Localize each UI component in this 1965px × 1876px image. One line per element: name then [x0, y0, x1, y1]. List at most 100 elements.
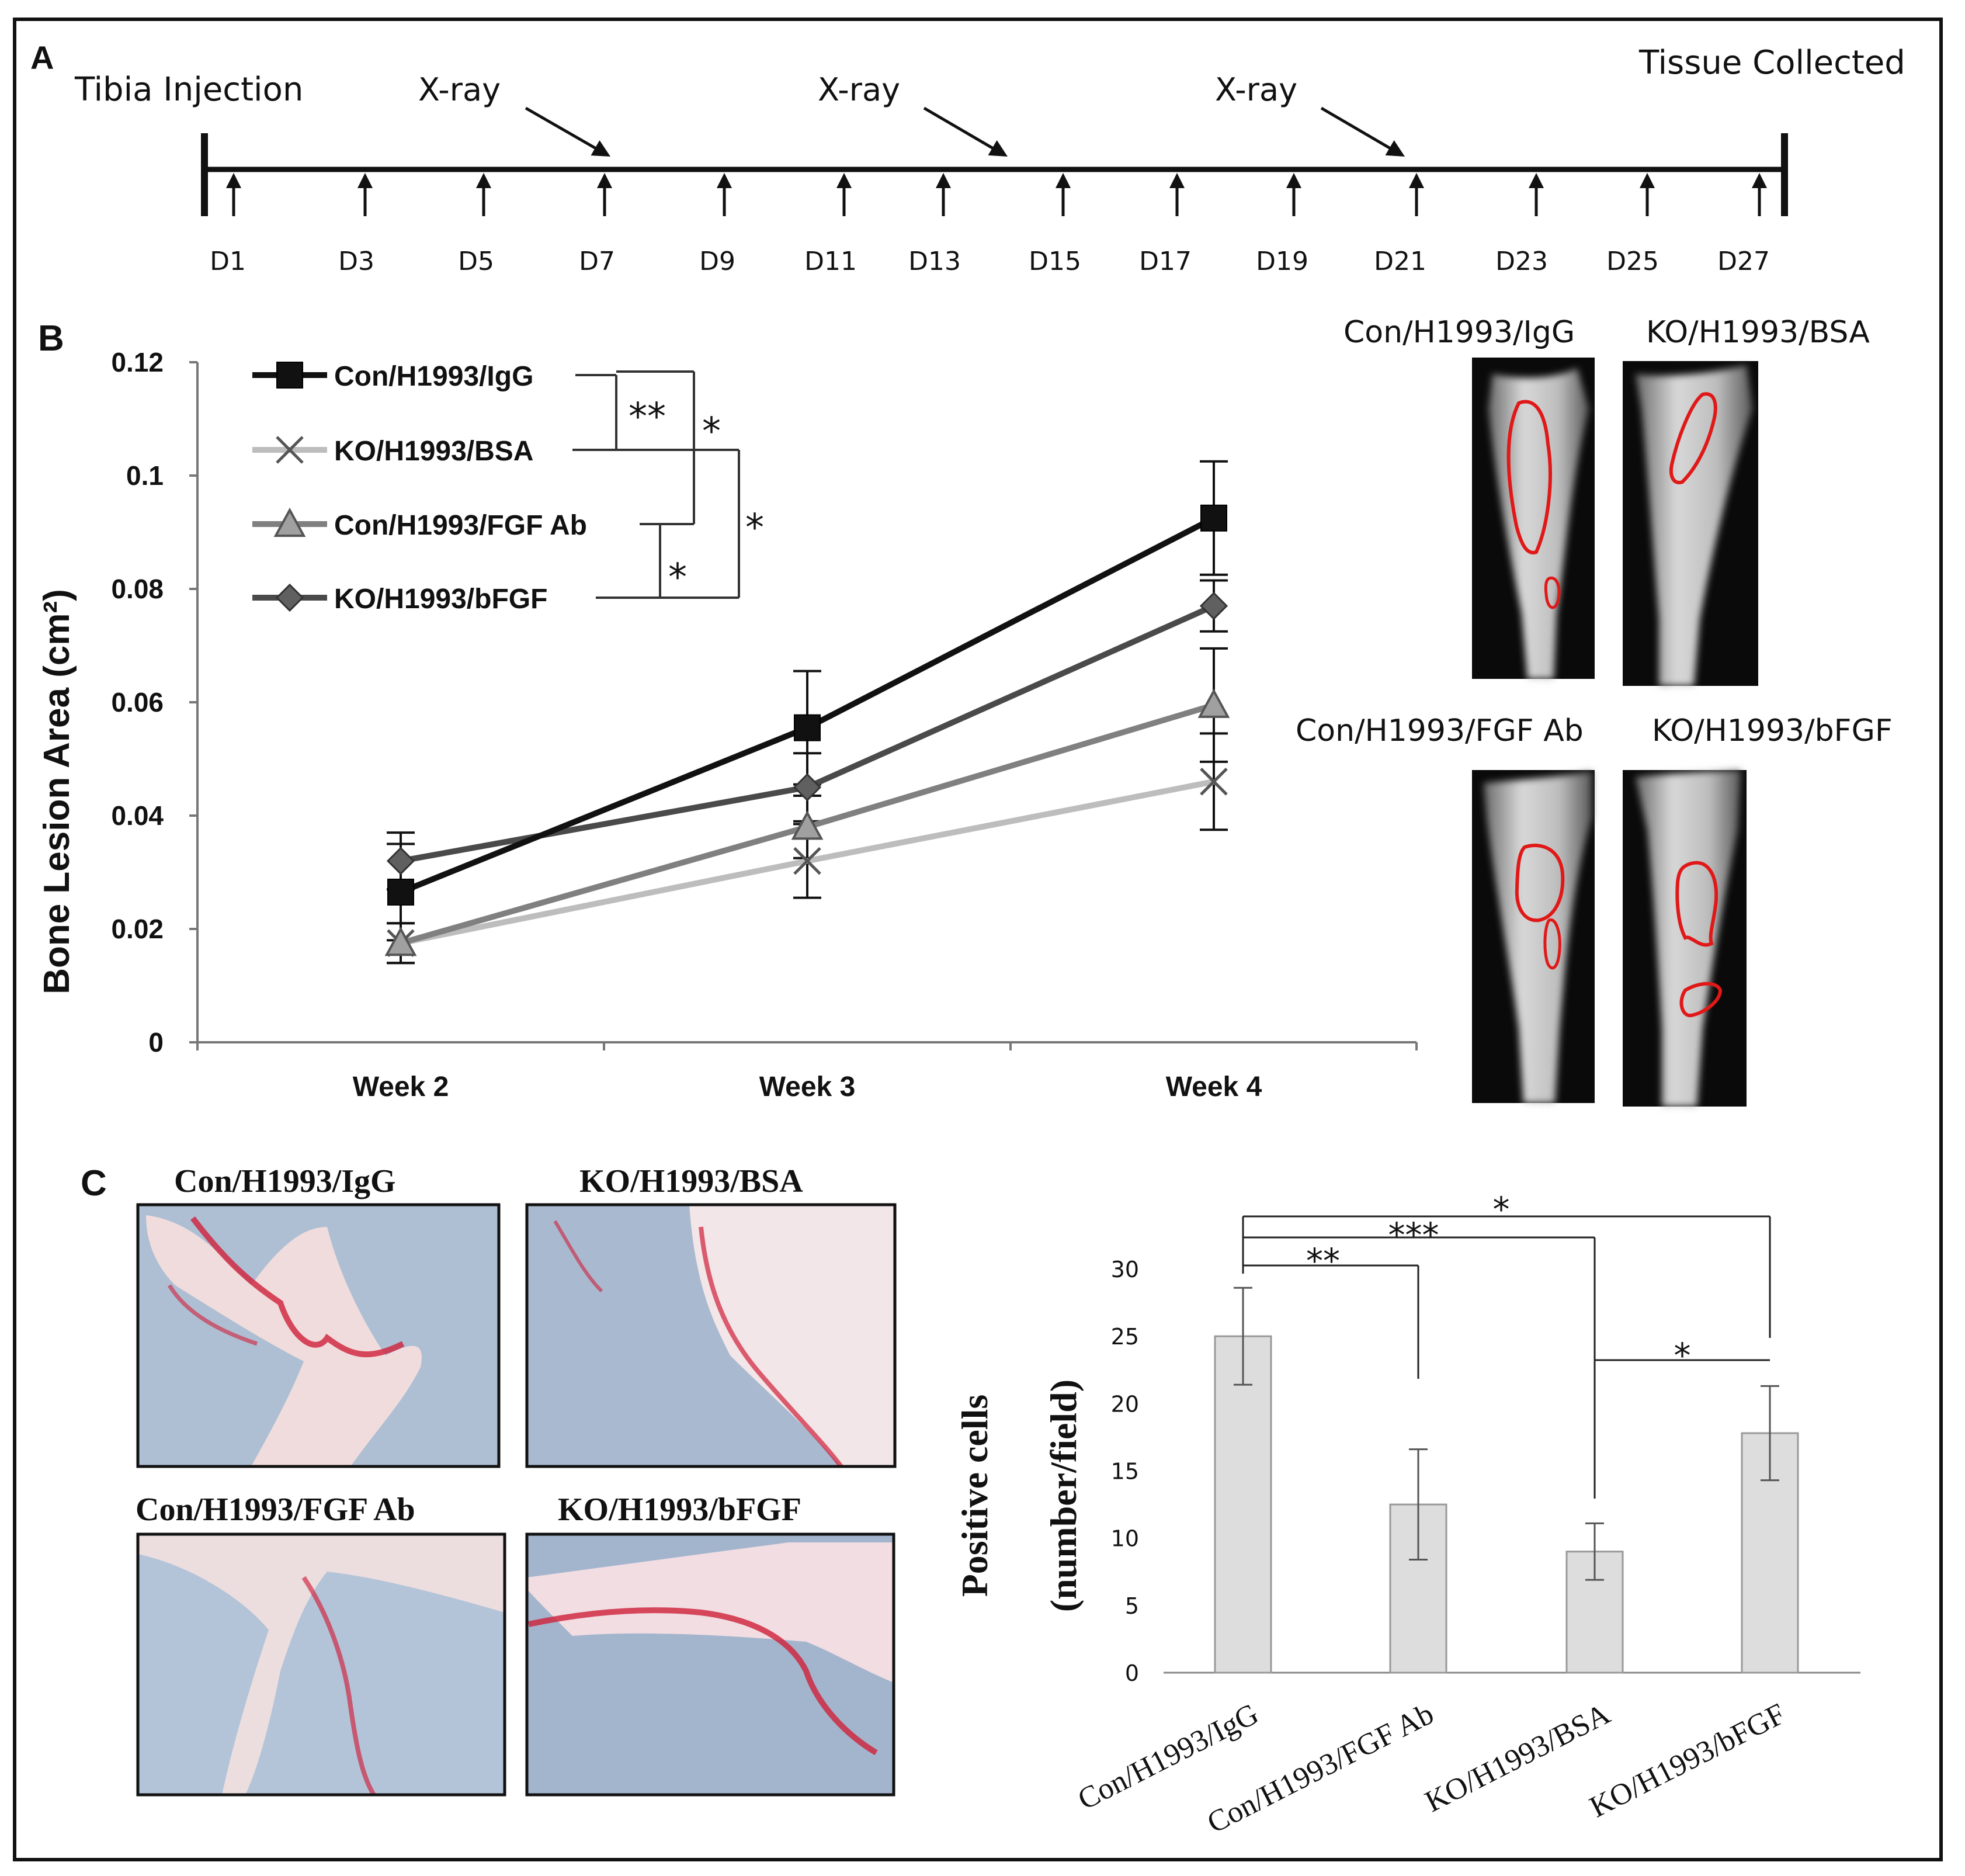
day-arrow-head: [836, 173, 852, 188]
xray-image-ko-bsa: [1623, 361, 1758, 686]
line-chart-y-axis-label: Bone Lesion Area (cm²): [37, 589, 77, 994]
day-label: D21: [1374, 247, 1426, 276]
histology-image-ko-bsa: [525, 1203, 897, 1468]
legend-swatch-marker: [273, 507, 306, 537]
day-label: D7: [579, 247, 615, 276]
xray-label-con-igg: Con/H1993/IgG: [1343, 315, 1575, 350]
day-label: D19: [1256, 247, 1308, 276]
xray-image-con-igg: [1472, 358, 1595, 679]
y-tick-label: 25: [1111, 1324, 1139, 1350]
day-arrow-head: [1640, 173, 1655, 188]
legend-entry: Con/H1993/FGF Ab: [334, 510, 587, 541]
day-label: D11: [804, 247, 857, 276]
tibia-injection-label: Tibia Injection: [74, 71, 303, 109]
xray-label-ko-bfgf: KO/H1993/bFGF: [1652, 713, 1893, 748]
day-label: D15: [1029, 247, 1081, 276]
significance-label: *: [668, 556, 687, 599]
y-tick-label: 0.1: [126, 460, 164, 491]
histology-label-con-igg: Con/H1993/IgG: [174, 1163, 396, 1199]
xray-arrow-line: [525, 106, 601, 152]
bar-chart-y-axis-label-line2: (number/field): [1043, 1379, 1084, 1612]
day-label: D13: [908, 247, 961, 276]
day-arrow-head: [936, 173, 951, 188]
day-arrow-head: [476, 173, 491, 188]
y-tick-label: 10: [1111, 1526, 1139, 1552]
y-tick-label: 0.08: [111, 574, 164, 604]
legend-entry: KO/H1993/BSA: [334, 436, 533, 467]
panel-c-histology: C Con/H1993/IgG KO/H1993/BSA Con/H1993/F…: [81, 1163, 897, 1797]
histology-image-con-fgf-ab: [136, 1532, 506, 1797]
y-tick-label: 20: [1111, 1391, 1139, 1417]
significance-label: *: [745, 507, 764, 550]
histology-label-ko-bsa: KO/H1993/BSA: [579, 1163, 803, 1199]
xray-markers: X-ray X-ray X-ray: [418, 71, 1405, 157]
day-arrow-head: [1286, 173, 1301, 188]
day-label: D3: [338, 247, 374, 276]
xray-label: X-ray: [1215, 71, 1297, 108]
x-tick-label: Week 2: [353, 1071, 449, 1102]
data-point: [791, 810, 824, 840]
data-point: [1200, 768, 1228, 796]
y-tick-label: 5: [1125, 1593, 1139, 1619]
y-tick-label: 0.12: [111, 347, 164, 377]
day-label: D25: [1606, 247, 1659, 276]
x-tick-label: KO/H1993/bFGF: [1585, 1697, 1791, 1824]
panel-a: A Tibia Injection Tissue Collected D1 D3 D…: [30, 39, 1905, 276]
x-tick-label: Week 4: [1166, 1071, 1262, 1102]
day-arrow-head: [1056, 173, 1071, 188]
x-stroke: [1200, 768, 1228, 796]
day-label: D17: [1139, 247, 1192, 276]
x-tick-label: KO/H1993/BSA: [1420, 1697, 1616, 1819]
data-point: [794, 714, 821, 741]
xray-arrow-line: [923, 106, 998, 152]
legend-swatch-marker: [276, 362, 303, 389]
day-label: D1: [210, 247, 246, 276]
significance-label: ***: [1388, 1215, 1439, 1255]
x-stroke: [793, 847, 821, 875]
xray-image-ko-bfgf: [1623, 770, 1747, 1107]
xray-images: Con/H1993/IgG KO/H1993/BSA Con/H1993/FGF…: [1296, 315, 1893, 1107]
y-tick-label: 15: [1111, 1459, 1139, 1485]
day-arrow-head: [1409, 173, 1424, 188]
bar: [1214, 1335, 1272, 1674]
xray-label: X-ray: [818, 71, 900, 108]
xray-label: X-ray: [418, 71, 501, 108]
day-label: D27: [1717, 247, 1770, 276]
tissue-collected-label: Tissue Collected: [1638, 44, 1905, 82]
significance-label: *: [1493, 1190, 1510, 1229]
panel-letter-b: B: [38, 318, 64, 359]
panel-letter-a: A: [30, 39, 54, 76]
legend-entry: Con/H1993/IgG: [334, 361, 533, 392]
xray-label-con-fgf-ab: Con/H1993/FGF Ab: [1296, 713, 1584, 748]
y-tick-label: 0: [1125, 1660, 1139, 1686]
day-arrow-head: [717, 173, 732, 188]
panel-letter-c: C: [81, 1163, 107, 1204]
day-label: D23: [1495, 247, 1548, 276]
y-tick-label: 30: [1111, 1257, 1139, 1282]
y-tick-label: 0: [148, 1027, 164, 1057]
histology-label-con-fgf-ab: Con/H1993/FGF Ab: [136, 1492, 415, 1528]
x-stroke: [276, 436, 304, 464]
x-tick-label: Week 3: [759, 1071, 856, 1102]
day-arrow-head: [597, 173, 612, 188]
data-point: [384, 927, 417, 956]
bar-chart-y-axis-label-line1: Positive cells: [954, 1395, 995, 1597]
data-point: [1199, 591, 1228, 620]
xray-arrow-head: [988, 140, 1008, 157]
day-arrow-head: [357, 173, 373, 188]
data-point: [1200, 504, 1227, 532]
data-point: [793, 847, 821, 875]
xray-arrow-line: [1320, 106, 1395, 152]
y-tick-label: 0.04: [111, 800, 164, 831]
panel-b: B 0 0.02 0.04 0.06 0.08 0.1 0.12 Week 2 Week 3 We…: [37, 318, 1418, 1102]
xray-image-con-fgf-ab: [1472, 770, 1595, 1103]
day-label: D9: [699, 247, 735, 276]
day-arrow-head: [1169, 173, 1185, 188]
significance-label: **: [1306, 1241, 1340, 1281]
xray-arrow-head: [591, 140, 610, 157]
bar: [1741, 1432, 1799, 1674]
data-point: [387, 878, 414, 906]
y-tick-label: 0.02: [111, 914, 164, 944]
legend-swatch-marker: [276, 436, 304, 464]
